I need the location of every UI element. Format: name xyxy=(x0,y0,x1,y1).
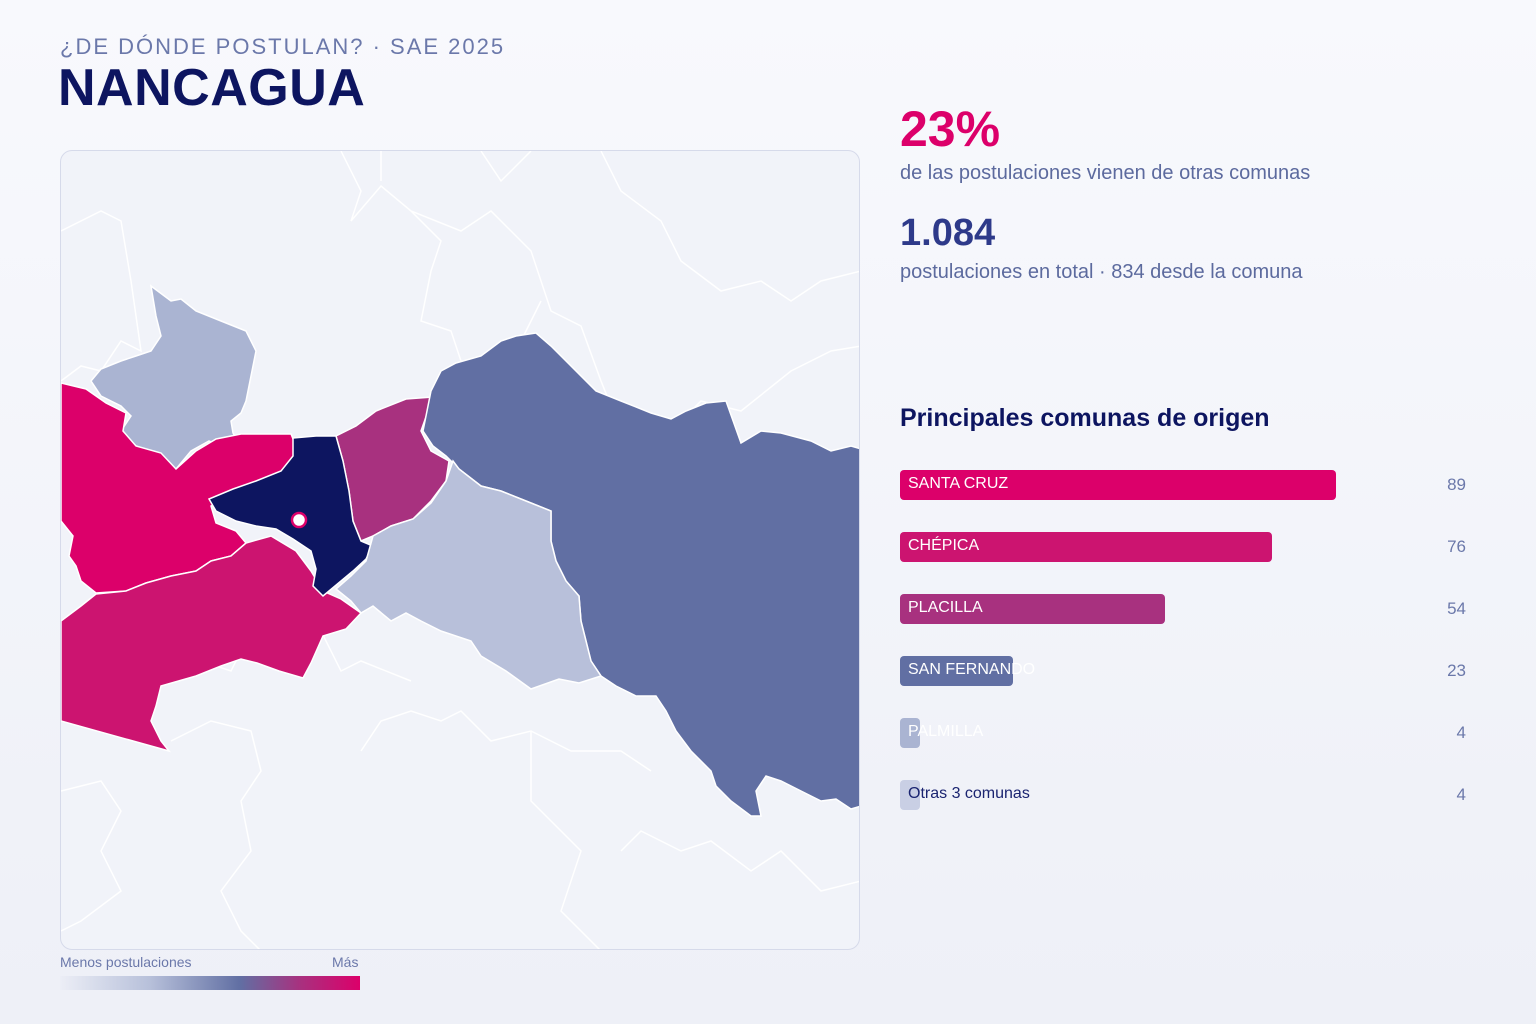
origin-row-santa-cruz[interactable]: SANTA CRUZ 89 xyxy=(900,470,1470,532)
origin-label: PALMILLA xyxy=(908,723,984,740)
total-applications: 1.084 xyxy=(900,212,996,254)
origin-label: SANTA CRUZ xyxy=(908,475,1009,492)
origin-value: 54 xyxy=(1447,599,1466,618)
region-other-commune[interactable] xyxy=(334,459,603,690)
region-nancagua-home[interactable] xyxy=(207,435,375,598)
legend-max-label: Más xyxy=(332,954,359,970)
legend-min-label: Menos postulaciones xyxy=(60,954,192,970)
origin-value: 4 xyxy=(1456,785,1466,804)
origins-bar-list: SANTA CRUZ 89 CHÉPICA 76 PLACILLA 54 SAN… xyxy=(900,470,1470,842)
map-panel[interactable] xyxy=(60,150,860,950)
origin-row-san-fernando[interactable]: SAN FERNANDO 23 xyxy=(900,656,1470,718)
origin-bar xyxy=(900,470,1336,500)
origin-value: 76 xyxy=(1447,537,1466,556)
region-palmilla[interactable] xyxy=(90,284,257,470)
origin-value: 4 xyxy=(1456,723,1466,742)
external-percentage: 23% xyxy=(900,101,1001,157)
origin-row-others[interactable]: Otras 3 comunas 4 xyxy=(900,780,1470,842)
page-title: NANCAGUA xyxy=(58,59,366,117)
origin-row-placilla[interactable]: PLACILLA 54 xyxy=(900,594,1470,656)
origins-list-title: Principales comunas de origen xyxy=(900,404,1270,432)
origin-bar xyxy=(900,718,920,748)
origin-value: 89 xyxy=(1447,475,1466,494)
subtitle-eyebrow: ¿DE DÓNDE POSTULAN? · SAE 2025 xyxy=(60,34,506,59)
origin-label: SAN FERNANDO xyxy=(908,661,1036,678)
origin-row-chepica[interactable]: CHÉPICA 76 xyxy=(900,532,1470,594)
origin-label: PLACILLA xyxy=(908,599,983,616)
origin-bar xyxy=(900,780,920,810)
legend-gradient-bar xyxy=(60,976,360,990)
commune-map[interactable] xyxy=(61,151,860,950)
origin-label: CHÉPICA xyxy=(908,537,980,554)
origin-label: Otras 3 comunas xyxy=(908,785,1030,802)
origin-bar xyxy=(900,594,1165,624)
origin-row-palmilla[interactable]: PALMILLA 4 xyxy=(900,718,1470,780)
home-location-marker[interactable] xyxy=(290,511,308,529)
origin-bar xyxy=(900,656,1013,686)
total-applications-caption: postulaciones en total · 834 desde la co… xyxy=(900,261,1303,283)
region-chepica[interactable] xyxy=(61,535,363,753)
origin-bar xyxy=(900,532,1272,562)
origin-value: 23 xyxy=(1447,661,1466,680)
external-percentage-caption: de las postulaciones vienen de otras com… xyxy=(900,162,1311,184)
